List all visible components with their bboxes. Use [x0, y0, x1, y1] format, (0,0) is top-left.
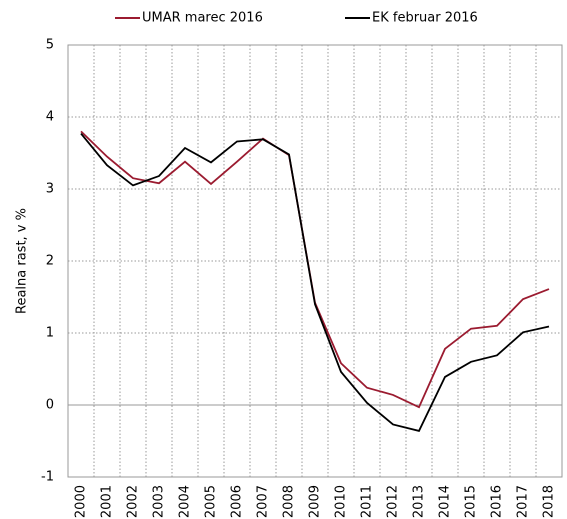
x-tick-label: 2003 — [152, 485, 167, 518]
x-tick-label: 2004 — [178, 485, 193, 518]
y-tick-label: 4 — [46, 110, 54, 125]
x-tick-label: 2001 — [100, 485, 115, 518]
x-tick-label: 2011 — [360, 485, 375, 518]
y-tick-label: 5 — [46, 38, 54, 53]
x-tick-label: 2006 — [230, 485, 245, 518]
y-axis-label: Realna rast, v % — [15, 208, 30, 314]
x-tick-label: 2013 — [412, 485, 427, 518]
y-tick-label: -1 — [41, 470, 54, 485]
series-line — [80, 132, 550, 432]
x-tick-label: 2014 — [438, 485, 453, 518]
x-tick-label: 2017 — [516, 485, 531, 518]
y-tick-label: 1 — [46, 326, 54, 341]
x-tick-label: 2002 — [126, 485, 141, 518]
x-tick-label: 2005 — [204, 485, 219, 518]
x-tick-label: 2012 — [386, 485, 401, 518]
x-tick-label: 2008 — [282, 485, 297, 518]
x-tick-label: 2015 — [464, 485, 479, 518]
legend-label: UMAR marec 2016 — [142, 11, 263, 26]
x-tick-label: 2009 — [308, 485, 323, 518]
series-line — [80, 130, 550, 409]
y-tick-label: 2 — [46, 254, 54, 269]
x-tick-label: 2010 — [334, 485, 349, 518]
y-tick-label: 3 — [46, 182, 54, 197]
x-tick-label: 2018 — [542, 485, 557, 518]
plot-frame — [67, 44, 563, 478]
y-tick-label: 0 — [46, 398, 54, 413]
x-tick-label: 2007 — [256, 485, 271, 518]
legend-label: EK februar 2016 — [372, 11, 478, 26]
x-tick-label: 2016 — [490, 485, 505, 518]
x-tick-label: 2000 — [74, 485, 89, 518]
